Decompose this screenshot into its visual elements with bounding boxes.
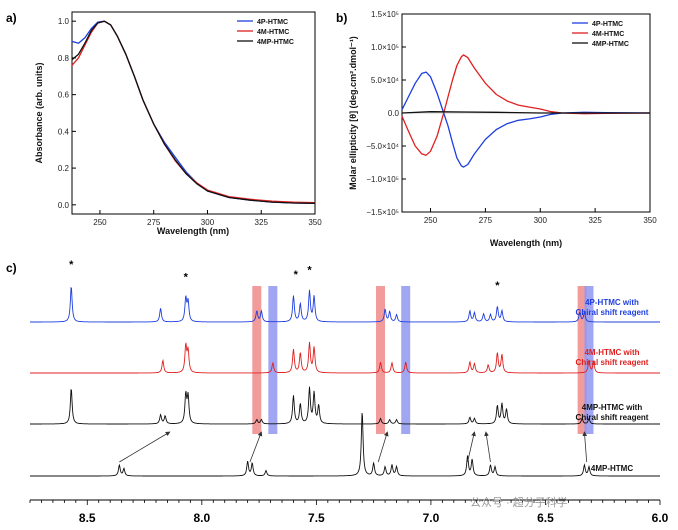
y-tick-label: 1.5×10⁵ xyxy=(371,10,399,19)
panel-a-frame xyxy=(71,11,316,215)
panel-b-legend: 4P-HTMC 4M-HTMC 4MP-HTMC xyxy=(572,21,629,48)
x-tick-label: 6.0 xyxy=(652,511,669,525)
nmr-spectrum-3 xyxy=(30,386,660,425)
panel-a-legend: 4P-HTMC 4M-HTMC 4MP-HTMC xyxy=(237,19,294,46)
series-line-4M-HTMC xyxy=(401,54,651,156)
x-tick-label: 275 xyxy=(147,218,161,227)
spectrum-label: Chiral shift reagent xyxy=(576,413,649,422)
y-tick-label: 0.4 xyxy=(58,127,70,136)
panel-c-spectra xyxy=(30,286,660,477)
shift-arrow xyxy=(467,431,476,463)
nmr-spectrum-2 xyxy=(30,341,660,374)
x-tick-label: 300 xyxy=(201,218,215,227)
highlight-band xyxy=(376,286,386,434)
asterisk-marker: * xyxy=(184,272,189,284)
x-tick-label: 325 xyxy=(255,218,269,227)
legend-entry: 4MP-HTMC xyxy=(592,41,629,48)
x-tick-label: 275 xyxy=(479,216,493,225)
asterisk-marker: * xyxy=(294,269,299,281)
panel-a: a) 250 275 300 325 350 0.0 0.2 0.4 0.6 0.8 1.0 4P-… xyxy=(6,11,322,236)
highlight-band xyxy=(252,286,262,434)
panel-b: b) 250 275 300 325 350 1.5×10⁵ 1.0×10⁵ 5.0×10⁴ 0… xyxy=(336,10,657,248)
legend-entry: 4M-HTMC xyxy=(592,31,624,38)
legend-entry: 4P-HTMC xyxy=(592,21,623,28)
y-tick-label: −1.0×10⁵ xyxy=(366,175,399,184)
series-line-4P-HTMC xyxy=(401,71,651,168)
legend-entry: 4M-HTMC xyxy=(257,29,289,36)
y-tick-label: 5.0×10⁴ xyxy=(371,76,400,85)
spectrum-label: 4M-HTMC with xyxy=(584,348,639,357)
x-tick-label: 250 xyxy=(424,216,438,225)
panel-c-label: c) xyxy=(6,261,17,275)
y-tick-label: 0.8 xyxy=(58,54,70,63)
panel-b-series xyxy=(401,54,651,168)
series-line-4P-HTMC xyxy=(71,20,316,204)
y-tick-label: 0.0 xyxy=(58,201,70,210)
panel-c-ticks: 8.5 8.0 7.5 7.0 6.5 6.0 xyxy=(29,500,669,525)
y-tick-label: 0.6 xyxy=(58,91,70,100)
series-line-4MP-HTMC xyxy=(71,20,316,204)
shift-arrow xyxy=(377,431,389,463)
spectrum-label: Chiral shift reagent xyxy=(576,308,649,317)
panel-b-xlabel: Wavelength (nm) xyxy=(490,238,562,248)
panel-b-ylabel: Molar ellipticity [θ] (deg.cm².dmol⁻¹) xyxy=(348,36,358,190)
panel-a-xlabel: Wavelength (nm) xyxy=(157,226,229,236)
panel-b-label: b) xyxy=(336,11,347,25)
panel-a-label: a) xyxy=(6,11,17,25)
panel-c-stars: * * * * * xyxy=(69,259,500,292)
spectrum-label: 4P-HTMC with xyxy=(585,298,639,307)
shift-arrow xyxy=(119,431,171,463)
shift-arrow xyxy=(582,431,588,463)
panel-c-highlight-bands xyxy=(252,286,594,434)
x-tick-label: 350 xyxy=(643,216,657,225)
panel-a-ticks: 250 275 300 325 350 0.0 0.2 0.4 0.6 0.8 1.0 xyxy=(58,17,322,227)
x-tick-label: 350 xyxy=(308,218,322,227)
nmr-spectrum-4 xyxy=(30,412,660,477)
x-tick-label: 300 xyxy=(534,216,548,225)
y-tick-label: 1.0 xyxy=(58,17,70,26)
series-line-4MP-HTMC xyxy=(401,111,650,114)
x-tick-label: 6.5 xyxy=(537,511,554,525)
series-line-4M-HTMC xyxy=(71,20,316,204)
spectrum-label: Chiral shift reagent xyxy=(576,358,649,367)
highlight-band xyxy=(577,286,587,434)
x-tick-label: 8.0 xyxy=(193,511,210,525)
y-tick-label: −5.0×10⁴ xyxy=(366,142,399,151)
highlight-band xyxy=(268,286,278,434)
asterisk-marker: * xyxy=(307,264,312,276)
panel-c-arrows xyxy=(119,431,588,463)
shift-arrow xyxy=(484,431,491,463)
legend-entry: 4P-HTMC xyxy=(257,19,288,26)
y-tick-label: 0.2 xyxy=(58,164,70,173)
asterisk-marker: * xyxy=(69,259,74,271)
y-tick-label: 1.0×10⁵ xyxy=(371,43,399,52)
nmr-spectrum-1 xyxy=(30,286,660,323)
x-tick-label: 250 xyxy=(93,218,107,227)
asterisk-marker: * xyxy=(495,280,500,292)
y-tick-label: −1.5×10⁵ xyxy=(366,208,399,217)
y-tick-label: 0.0 xyxy=(388,109,400,118)
legend-entry: 4MP-HTMC xyxy=(257,39,294,46)
spectrum-label: 4MP-HTMC xyxy=(591,464,633,473)
x-tick-label: 7.5 xyxy=(308,511,325,525)
x-tick-label: 325 xyxy=(588,216,602,225)
highlight-band xyxy=(401,286,411,434)
x-tick-label: 7.0 xyxy=(423,511,440,525)
spectrum-label: 4MP-HTMC with xyxy=(582,403,643,412)
x-tick-label: 8.5 xyxy=(79,511,96,525)
panel-a-ylabel: Absorbance (arb. units) xyxy=(34,62,44,163)
panel-a-series xyxy=(71,20,316,204)
shift-arrow xyxy=(249,431,263,463)
watermark: 公众号 · 超分子科学 xyxy=(470,495,568,509)
